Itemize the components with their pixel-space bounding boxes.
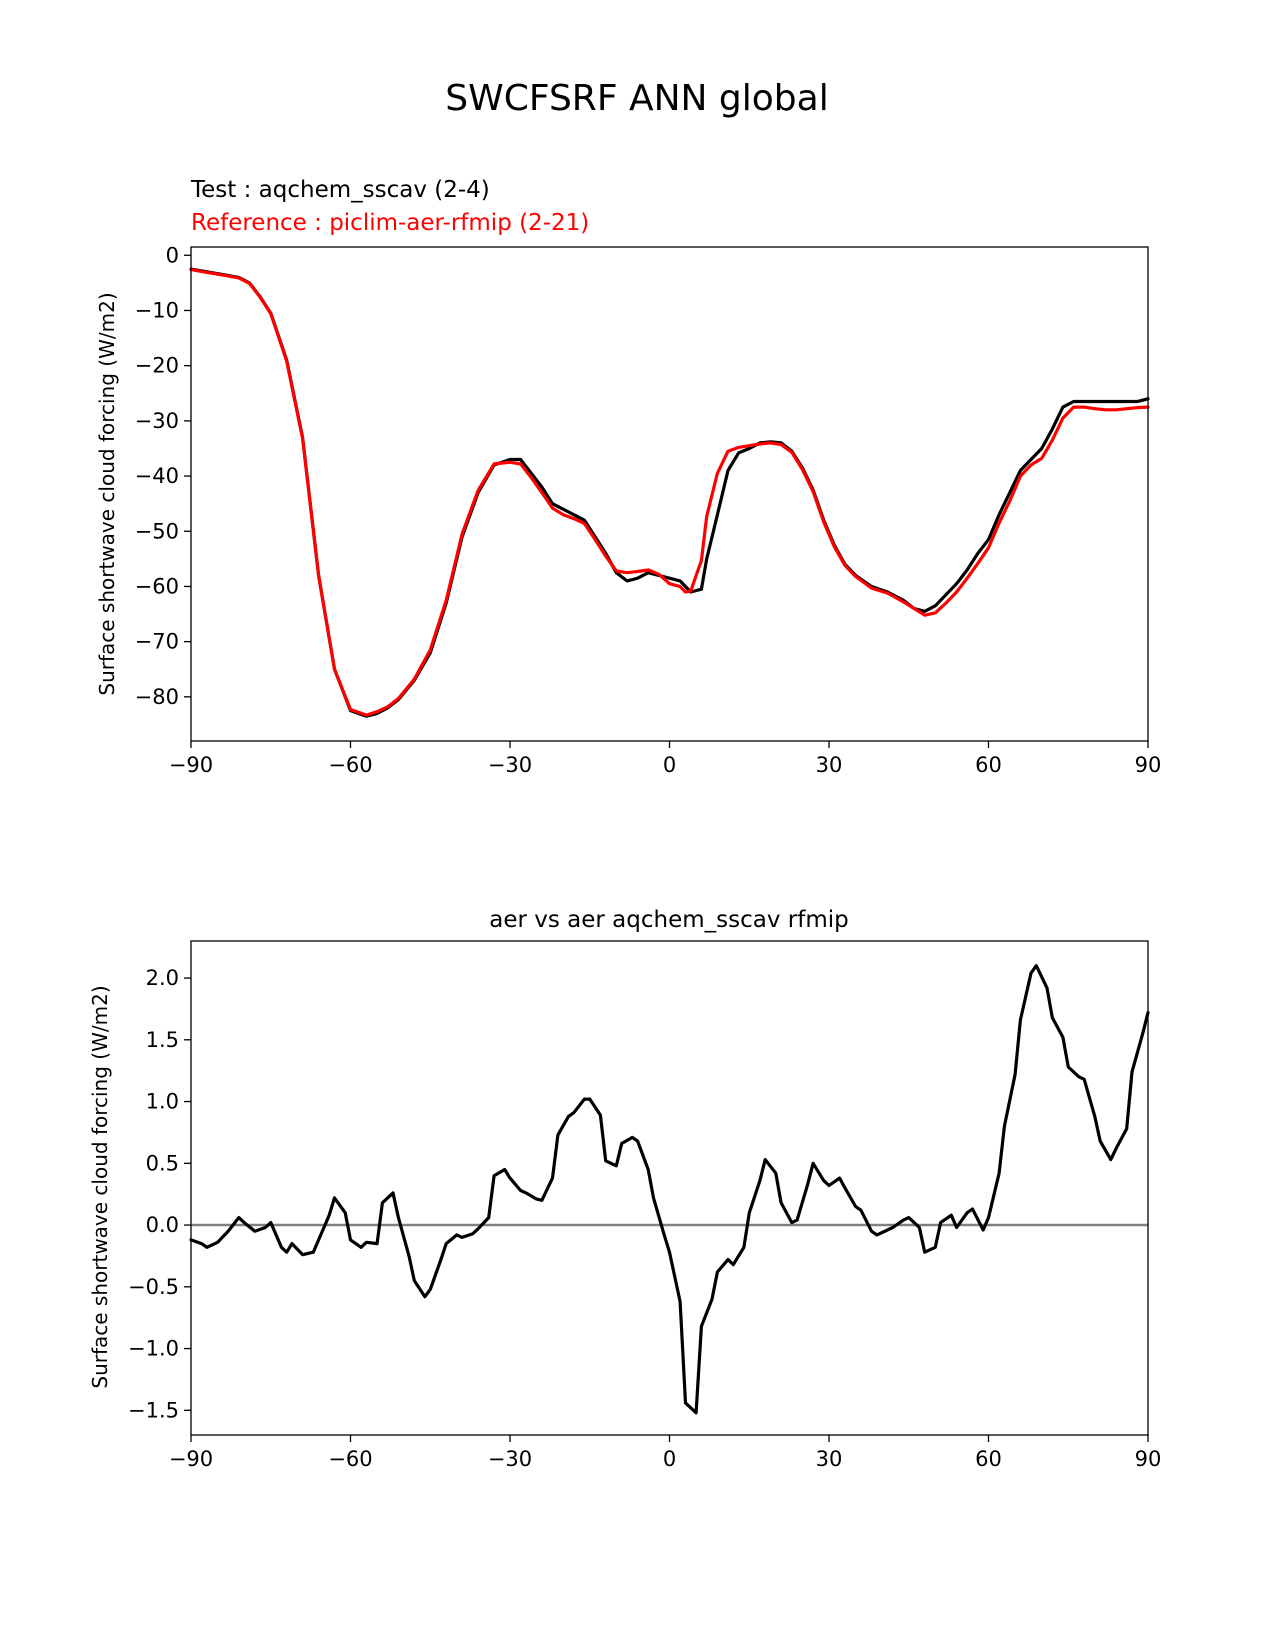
- top-ylabel: Surface shortwave cloud forcing (W/m2): [95, 292, 119, 695]
- bottom-xtick-label: 0: [663, 1447, 676, 1471]
- top-ytick-label: −50: [135, 519, 179, 543]
- top-x-axis: −90 −60 −30 0 30 60 90: [169, 741, 1162, 777]
- top-ytick-label: −80: [135, 685, 179, 709]
- bottom-xtick-label: −30: [488, 1447, 532, 1471]
- top-xtick-label: 30: [816, 753, 843, 777]
- bottom-ytick-label: −1.0: [128, 1337, 179, 1361]
- bottom-xtick-label: −60: [328, 1447, 372, 1471]
- bottom-ytick-label: −0.5: [128, 1275, 179, 1299]
- reference-title: Reference : piclim-aer-rfmip (2-21): [191, 210, 589, 236]
- bottom-plot-area: [189, 964, 1150, 1415]
- top-xtick-label: 0: [663, 753, 676, 777]
- top-panel: Test : aqchem_sscav (2-4) Reference : pi…: [95, 177, 1161, 777]
- bottom-ylabel: Surface shortwave cloud forcing (W/m2): [88, 985, 112, 1388]
- bottom-xtick-label: 60: [975, 1447, 1002, 1471]
- top-ytick-label: −30: [135, 409, 179, 433]
- bottom-ytick-label: −1.5: [128, 1398, 179, 1422]
- bottom-ytick-label: 1.5: [146, 1028, 179, 1052]
- top-xtick-label: −30: [488, 753, 532, 777]
- top-y-axis: 0 −10 −20 −30 −40 −50 −60 −70 −80: [135, 243, 191, 709]
- top-axes-frame: [190, 246, 1149, 742]
- bottom-xtick-label: 30: [816, 1447, 843, 1471]
- bottom-x-axis: −90 −60 −30 0 30 60 90: [169, 1435, 1162, 1471]
- top-xtick-label: 90: [1135, 753, 1162, 777]
- bottom-panel: aer vs aer aqchem_sscav rfmip Surface sh…: [88, 907, 1161, 1471]
- bottom-ytick-label: 0.0: [146, 1213, 179, 1237]
- test-title: Test : aqchem_sscav (2-4): [190, 177, 490, 203]
- bottom-series-line-difference: [189, 964, 1150, 1415]
- top-ytick-label: −60: [135, 574, 179, 598]
- top-ytick-label: 0: [166, 243, 179, 267]
- top-xtick-label: −60: [328, 753, 372, 777]
- top-xtick-label: −90: [169, 753, 213, 777]
- top-ytick-label: −10: [135, 298, 179, 322]
- top-series-line-piclim-aer-rfmip: [189, 268, 1150, 717]
- bottom-ytick-label: 0.5: [146, 1151, 179, 1175]
- diff-title: aer vs aer aqchem_sscav rfmip: [489, 907, 848, 933]
- bottom-xtick-label: 90: [1135, 1447, 1162, 1471]
- top-plot-area: [189, 267, 1150, 718]
- top-ytick-label: −20: [135, 354, 179, 378]
- top-ytick-label: −70: [135, 630, 179, 654]
- top-ytick-label: −40: [135, 464, 179, 488]
- bottom-ytick-label: 1.0: [146, 1090, 179, 1114]
- bottom-xtick-label: −90: [169, 1447, 213, 1471]
- bottom-axes-frame: [190, 940, 1149, 1436]
- top-xtick-label: 60: [975, 753, 1002, 777]
- figure-title: SWCFSRF ANN global: [445, 78, 828, 119]
- bottom-ytick-label: 2.0: [146, 966, 179, 990]
- bottom-y-axis: 2.0 1.5 1.0 0.5 0.0 −0.5 −1.0 −1.5: [128, 966, 191, 1422]
